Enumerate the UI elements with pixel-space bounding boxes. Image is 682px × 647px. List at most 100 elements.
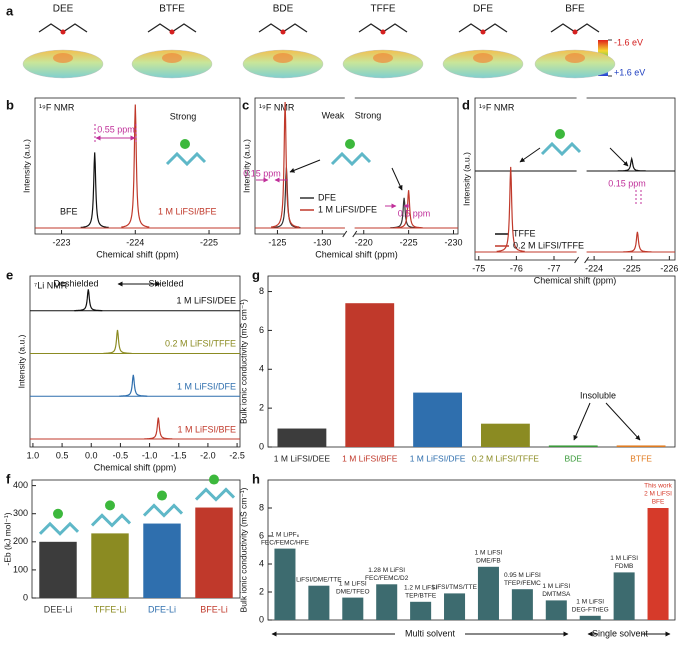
annotation: 0.15 ppm [243,168,281,178]
nucleus-label: ⁷Li NMR [34,280,68,290]
esp-surface [242,49,324,79]
x-tick-label: -225 [623,263,641,273]
category-label: FEC/FEMC/D2 [365,575,409,582]
y-axis-label: Intensity (a.u.) [461,152,471,206]
category-label: 1 M LiPF₆ [271,531,300,538]
esp-surface [442,49,524,79]
axis-break-mark [352,230,358,238]
category-label: TEP/BTFE [405,593,437,600]
y-tick-label: 6 [259,325,264,335]
esp-surface [22,49,104,79]
category-label: 1 M LiFSI/BFE [342,453,398,463]
category-label: DFE-Li [148,604,176,614]
series-label: 1 M LiFSI/BFE [158,206,217,216]
molecule-name: DEE [53,4,74,15]
x-tick-label: 1.0 [27,450,40,460]
bar [274,548,296,620]
x-tick-label: -1.0 [142,450,158,460]
axis-break-mark [584,256,590,264]
molecule-name: BTFE [159,4,185,15]
inset-molecule [330,151,372,167]
y-tick-label: 6 [259,530,264,540]
y-tick-label: 400 [13,480,28,490]
x-tick-label: -225 [400,237,418,247]
y-tick-label: 100 [13,564,28,574]
y-tick-label: 8 [259,286,264,296]
nucleus-label: ¹⁹F NMR [479,102,515,112]
y-tick-label: 300 [13,508,28,518]
inset-molecule [142,503,184,518]
x-tick-label: -0.5 [113,450,129,460]
spectrum-peak [103,329,132,354]
axis-break-mark [574,256,580,264]
x-tick-label: 0.5 [56,450,69,460]
annotation: Weak [322,110,345,120]
inset-molecule [38,521,80,536]
category-label: LiFSI/TMS/TTE [432,584,477,591]
axis-break-mark [342,230,348,238]
plot-frame [31,479,241,599]
category-label: 1 M LiFSI/DEE [274,453,331,463]
legend-label: 1 M LiFSI/DFE [318,204,377,214]
x-tick-label: -2.5 [229,450,245,460]
annotation: Single solvent [592,628,649,638]
annotation: 0.15 ppm [608,178,646,188]
spectrum-peak [623,231,652,253]
y-axis-label: Bulk ionic conductivity (mS cm⁻¹) [238,299,248,424]
spectrum-peak [270,101,300,228]
x-tick-label: -224 [585,263,603,273]
x-tick-label: -1.5 [171,450,187,460]
x-tick-label: -226 [660,263,678,273]
esp-hotspot [273,53,293,63]
inset-li [555,129,565,139]
inset-molecule [194,487,236,502]
panel-label: h [252,471,260,486]
annotation: 0.5 ppm [398,208,431,218]
plot-frame [254,97,459,235]
pointer-arrow [609,147,629,167]
inset-molecule [540,141,582,157]
bar [548,445,598,447]
x-tick-label: -75 [472,263,485,273]
oxygen-atom [380,29,386,35]
legend-label: 0.2 M LiFSI/TFFE [513,240,584,250]
panel-label: a [6,3,14,18]
oxygen-atom [480,29,486,35]
x-tick-label: -130 [313,237,331,247]
category-label: 1 M LiFSI/DFE [410,453,466,463]
y-tick-label: 0 [259,441,264,451]
bar [376,584,398,620]
x-tick-label: 0.0 [85,450,98,460]
x-axis-label: Chemical shift (ppm) [315,249,398,259]
esp-hotspot [473,53,493,63]
y-tick-label: 2 [259,586,264,596]
panel-label: d [462,97,470,112]
y-tick-label: 4 [259,364,264,374]
x-tick-label: -2.0 [200,450,216,460]
y-tick-label: 0 [23,592,28,602]
esp-hotspot [162,53,182,63]
annotation: Multi solvent [405,628,456,638]
spectrum-peak [119,374,148,397]
bar [647,508,669,620]
x-tick-label: -225 [200,237,218,247]
category-label: FDMB [615,563,633,570]
category-label: DME/TFEO [336,588,370,595]
bar [616,445,666,447]
category-label: FEC/FEMC/HFE [261,539,310,546]
inset-li [345,139,355,149]
inset-li [105,500,115,511]
inset-li [53,508,63,519]
plot-frame [267,479,676,621]
molecule-name: BFE [565,4,585,15]
bar [345,303,395,447]
panel-label: g [252,267,260,282]
category-label: 1 M LiFSI [475,550,503,557]
plot-frame [34,97,241,235]
bar [511,589,533,620]
colorbar-label: +1.6 eV [614,67,645,77]
esp-surface [534,49,616,79]
category-label: TFEP/FEMC [504,580,541,587]
panel-label: c [242,97,249,112]
